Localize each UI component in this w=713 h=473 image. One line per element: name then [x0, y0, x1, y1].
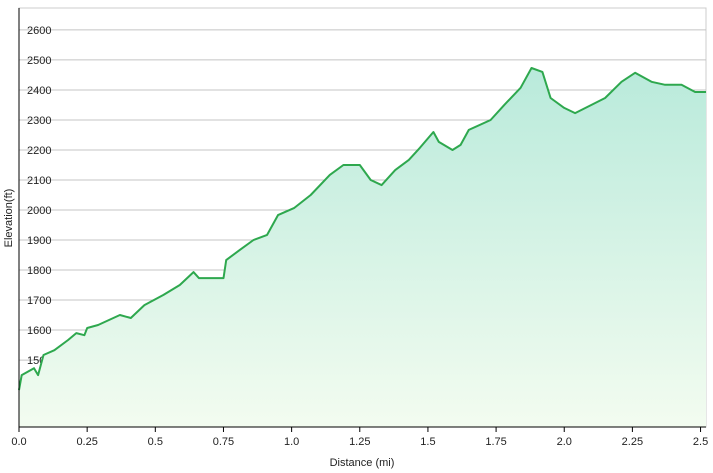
x-tick-label: 0.5	[148, 436, 163, 448]
y-axis-label: Elevation(ft)	[3, 189, 15, 248]
y-tick-label: 1700	[27, 295, 51, 307]
x-tick-label: 1.0	[284, 436, 299, 448]
elevation-line	[18, 67, 706, 391]
y-tick-label: 1900	[27, 235, 51, 247]
y-tick-label: 2300	[27, 115, 51, 127]
y-tick-label: 2400	[27, 85, 51, 97]
x-tick-label: 0.25	[76, 436, 97, 448]
x-tick-label: 1.5	[420, 436, 435, 448]
y-tick-label: 2200	[27, 145, 51, 157]
x-tick-label: 2.25	[622, 436, 643, 448]
x-tick-label: 1.25	[349, 436, 370, 448]
area-fill	[19, 68, 706, 427]
y-tick-label: 2000	[27, 205, 51, 217]
x-axis-label: Distance (mi)	[330, 457, 395, 469]
x-tick-label: 0.75	[213, 436, 234, 448]
x-tick-label: 1.75	[485, 436, 506, 448]
x-tick-label: 0.0	[11, 436, 26, 448]
y-tick-label: 2600	[27, 25, 51, 37]
x-tick-label: 2.0	[557, 436, 572, 448]
y-tick-label: 1800	[27, 265, 51, 277]
y-tick-label: 2500	[27, 55, 51, 67]
y-tick-label: 2100	[27, 175, 51, 187]
y-tick-label: 1600	[27, 325, 51, 337]
x-tick-label: 2.5	[693, 436, 708, 448]
